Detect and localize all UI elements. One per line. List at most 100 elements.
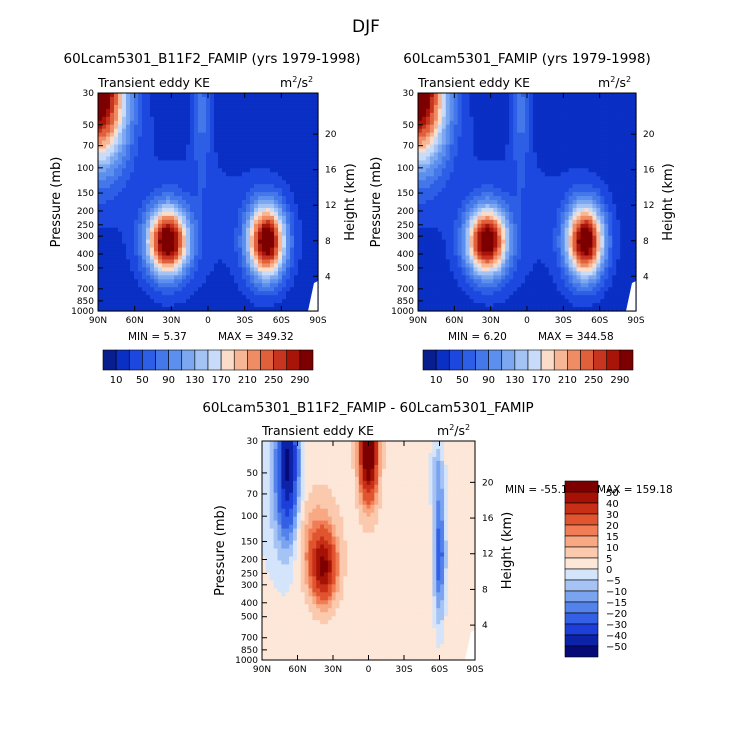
field-cell [620, 211, 625, 217]
field-cell [306, 128, 311, 134]
field-cell [620, 112, 625, 118]
field-cell [210, 279, 215, 284]
field-cell [421, 180, 427, 185]
field-cell [298, 200, 303, 205]
field-cell [521, 164, 526, 169]
field-cell [126, 132, 131, 138]
field-cell [146, 259, 151, 265]
field-cell [620, 152, 625, 158]
field-cell [445, 211, 451, 217]
field-cell [580, 116, 586, 122]
field-cell [210, 219, 215, 225]
field-cell [286, 188, 291, 193]
field-cell [501, 128, 506, 134]
field-cell [624, 140, 629, 146]
field-cell [418, 211, 423, 217]
field-cell [298, 112, 303, 118]
field-cell [465, 112, 471, 118]
field-cell [106, 144, 111, 150]
field-cell [210, 192, 215, 197]
field-cell [206, 148, 211, 154]
field-cell [150, 247, 155, 253]
field-cell [246, 207, 251, 213]
field-cell [493, 203, 498, 209]
field-cell [552, 124, 558, 130]
field-cell [210, 303, 215, 308]
field-cell [445, 200, 451, 205]
field-cell [433, 124, 439, 130]
field-cell [604, 100, 609, 106]
field-cell [449, 128, 455, 134]
field-cell [134, 219, 139, 225]
field-cell [489, 128, 494, 134]
field-cell [461, 203, 467, 209]
field-cell [146, 243, 151, 249]
field-cell [314, 263, 319, 268]
field-cell [552, 200, 558, 205]
field-cell [118, 215, 123, 221]
field-cell [234, 136, 239, 142]
field-cell [286, 267, 291, 272]
field-cell [134, 156, 139, 161]
field-cell [274, 227, 279, 233]
field-cell [298, 93, 303, 98]
field-cell [142, 172, 147, 177]
field-cell [604, 96, 609, 102]
field-cell [174, 140, 179, 146]
colorbar-box [260, 349, 274, 371]
field-cell [186, 200, 191, 205]
field-cell [254, 215, 259, 221]
field-cell [418, 164, 423, 169]
field-cell [544, 223, 550, 229]
field-cell [632, 219, 637, 225]
field-cell [182, 247, 187, 253]
field-cell [178, 160, 183, 165]
field-cell [230, 275, 235, 280]
field-cell [294, 116, 299, 122]
field-cell [418, 112, 423, 118]
field-cell [513, 215, 518, 221]
field-cell [134, 283, 139, 288]
field-cell [202, 188, 207, 193]
field-cell [130, 136, 135, 142]
field-cell [485, 144, 490, 150]
field-cell [114, 219, 119, 225]
field-cell [134, 120, 139, 126]
field-cell [628, 188, 633, 193]
field-cell [150, 176, 155, 181]
field-cell [429, 96, 435, 102]
field-cell [465, 184, 471, 189]
field-cell [154, 96, 159, 102]
field-cell [214, 239, 219, 245]
field-cell [556, 152, 562, 158]
field-cell [214, 211, 219, 217]
field-cell [608, 124, 613, 130]
field-cell [202, 196, 207, 201]
field-cell [122, 172, 127, 177]
field-cell [290, 108, 295, 114]
field-cell [302, 128, 307, 134]
field-cell [110, 168, 115, 173]
field-cell [222, 160, 227, 165]
field-cell [552, 148, 558, 154]
field-cell [134, 215, 139, 221]
field-cell [114, 243, 119, 249]
field-cell [146, 291, 151, 296]
field-cell [274, 96, 279, 102]
field-cell [258, 263, 263, 268]
field-cell [138, 132, 143, 138]
field-cell [146, 215, 151, 221]
field-cell [505, 223, 510, 229]
field-cell [469, 108, 475, 114]
field-cell [465, 168, 471, 173]
field-cell [262, 136, 267, 142]
field-cell [242, 140, 247, 146]
field-cell [616, 132, 621, 138]
field-cell [314, 140, 319, 146]
field-cell [525, 112, 530, 118]
field-cell [222, 196, 227, 201]
field-cell [441, 100, 447, 106]
field-cell [250, 160, 255, 165]
field-cell [282, 235, 287, 241]
field-cell [186, 279, 191, 284]
